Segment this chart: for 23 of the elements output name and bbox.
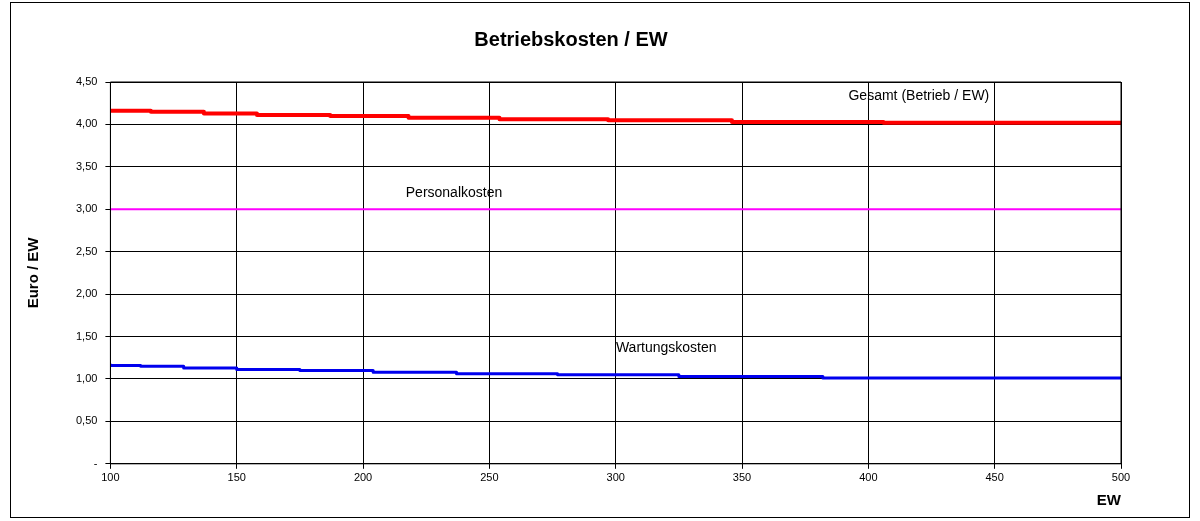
y-tick-label: 4,00	[75, 117, 98, 130]
y-tick-label: 4,50	[75, 75, 98, 88]
y-tick-label: 3,00	[75, 202, 98, 215]
x-tick-label: 350	[732, 471, 752, 484]
x-tick-label: 400	[859, 471, 878, 484]
y-tick-label: -	[93, 456, 98, 469]
y-axis-title: Euro / EW	[24, 236, 42, 309]
x-tick-label: 150	[227, 471, 246, 484]
x-tick-label: 250	[480, 471, 499, 484]
series-label: Wartungskosten	[615, 338, 717, 355]
y-tick-label: 2,50	[75, 244, 98, 257]
x-tick-label: 100	[101, 471, 120, 484]
x-tick-label: 200	[353, 471, 373, 484]
y-tick-label: 3,50	[75, 159, 98, 172]
x-tick-label: 300	[606, 471, 625, 484]
x-tick-label: 450	[985, 471, 1004, 484]
y-tick-label: 2,00	[75, 287, 98, 300]
y-tick-label: 1,00	[75, 371, 98, 384]
x-tick-label: 500	[1111, 471, 1131, 484]
chart-title: Betriebskosten / EW	[474, 27, 668, 50]
y-tick-label: 0,50	[75, 414, 98, 427]
x-axis-title: EW	[1096, 491, 1122, 509]
y-tick-label: 1,50	[75, 329, 98, 342]
